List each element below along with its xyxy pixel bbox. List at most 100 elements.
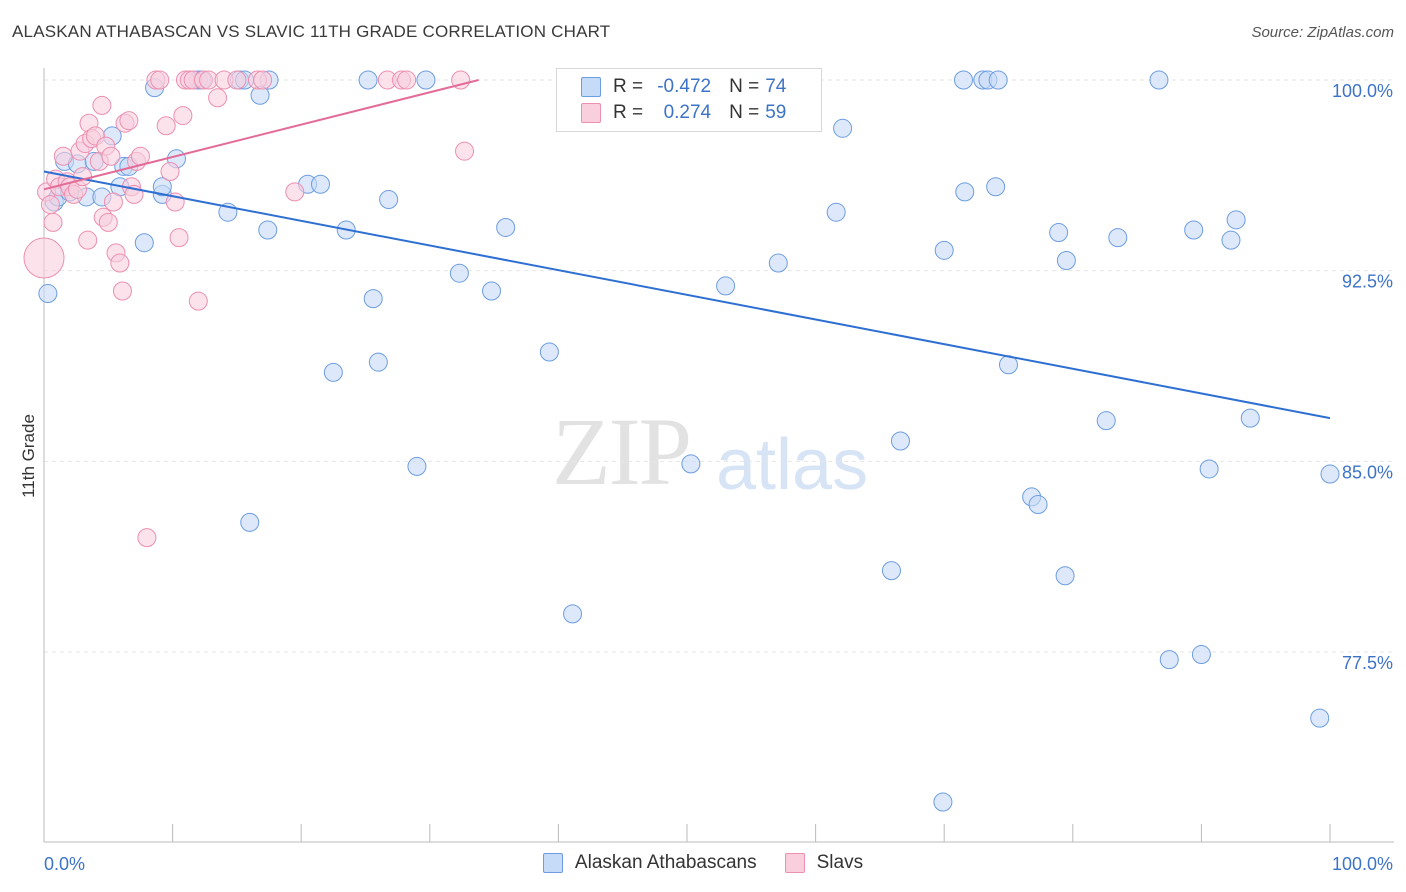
legend-r-value: 0.274 [663, 102, 712, 123]
data-point [78, 230, 98, 250]
legend-swatch-blue [581, 77, 601, 97]
data-point [358, 70, 378, 90]
data-point [23, 237, 65, 279]
data-point [258, 220, 278, 240]
legend-item-alaskan-athabascans: Alaskan Athabascans [542, 852, 757, 874]
data-point [53, 146, 73, 166]
series-legend: Alaskan Athabascans Slavs [0, 852, 1406, 874]
legend-item-slavs: Slavs [784, 852, 864, 874]
data-point [933, 792, 953, 812]
data-point [397, 70, 417, 90]
data-point [152, 177, 172, 197]
data-point [150, 70, 170, 90]
data-point [137, 528, 157, 548]
data-point [188, 291, 208, 311]
data-point [953, 70, 973, 90]
data-point [1240, 408, 1260, 428]
data-point [119, 111, 139, 131]
data-point [449, 263, 469, 283]
x-tick-label-min: 0.0% [44, 854, 85, 874]
gridlines [44, 79, 1394, 653]
data-point [208, 88, 228, 108]
data-point [38, 284, 58, 304]
data-point [40, 195, 60, 215]
trend-lines [43, 79, 1331, 420]
axes [43, 68, 1394, 843]
data-point [826, 202, 846, 222]
data-point [112, 281, 132, 301]
data-point [1028, 495, 1048, 515]
data-point [1159, 650, 1179, 670]
data-point [716, 276, 736, 296]
y-axis-title: 11th Grade [19, 414, 38, 498]
legend-swatch-pink [581, 103, 601, 123]
data-point [881, 561, 901, 581]
y-tick-label: 77.5% [1342, 653, 1393, 673]
data-point [986, 177, 1006, 197]
watermark-atlas: atlas [716, 425, 869, 505]
tick-labels: 77.5% 85.0% 92.5% 100.0% 0.0% 100.0% 11th Grad… [19, 81, 1393, 874]
data-point [310, 174, 330, 194]
legend-swatch-pink [784, 853, 805, 873]
data-point [539, 342, 559, 362]
data-point [768, 253, 788, 273]
data-point [1056, 250, 1076, 270]
data-point [1049, 223, 1069, 243]
data-point [240, 512, 260, 532]
legend-label: Slavs [816, 852, 864, 873]
data-point [101, 146, 121, 166]
chart-title: ALASKAN ATHABASCAN VS SLAVIC 11TH GRADE … [12, 22, 611, 41]
data-point [156, 116, 176, 136]
watermark-zip: ZIP [552, 398, 692, 505]
data-point [1055, 566, 1075, 586]
data-point [379, 189, 399, 209]
legend-row-slavs: R = 0.274 N = 59 [581, 101, 786, 125]
data-point [955, 182, 975, 202]
data-point [253, 70, 273, 90]
data-point [1184, 220, 1204, 240]
legend-n-label: N = [729, 76, 760, 97]
data-point [496, 217, 516, 237]
trend-line [43, 79, 479, 191]
data-point [482, 281, 502, 301]
data-point [1108, 228, 1128, 248]
data-point [451, 70, 471, 90]
data-point [110, 253, 130, 273]
legend-label: Alaskan Athabascans [574, 852, 757, 873]
legend-row-alaskan-athabascans: R = -0.472 N = 74 [581, 75, 786, 99]
data-point [455, 141, 475, 161]
legend-r-value: -0.472 [657, 76, 712, 97]
trend-line [43, 170, 1331, 420]
chart-source: Source: ZipAtlas.com [1251, 24, 1394, 41]
data-point [323, 362, 343, 382]
data-point [407, 456, 427, 476]
data-point [681, 454, 701, 474]
data-point [1320, 464, 1340, 484]
legend-n-label: N = [729, 102, 760, 123]
legend-n-value: 59 [765, 102, 787, 123]
data-point [173, 106, 193, 126]
data-point [92, 95, 112, 115]
legend-r-label: R = [613, 102, 644, 123]
data-point [98, 212, 118, 232]
data-point [134, 233, 154, 253]
data-point [227, 70, 247, 90]
x-tick-label-max: 100.0% [1332, 854, 1393, 874]
data-point [1310, 708, 1330, 728]
y-tick-label: 92.5% [1342, 272, 1393, 292]
data-point [363, 289, 383, 309]
data-point [563, 604, 583, 624]
data-point [833, 118, 853, 138]
data-point [1149, 70, 1169, 90]
data-point [368, 352, 388, 372]
data-point [1199, 459, 1219, 479]
series-slavs [23, 70, 475, 548]
data-point [416, 70, 436, 90]
y-tick-label: 85.0% [1342, 462, 1393, 482]
data-point [43, 212, 63, 232]
data-point [988, 70, 1008, 90]
data-point [1221, 230, 1241, 250]
data-point [934, 240, 954, 260]
y-tick-label: 100.0% [1332, 81, 1393, 101]
